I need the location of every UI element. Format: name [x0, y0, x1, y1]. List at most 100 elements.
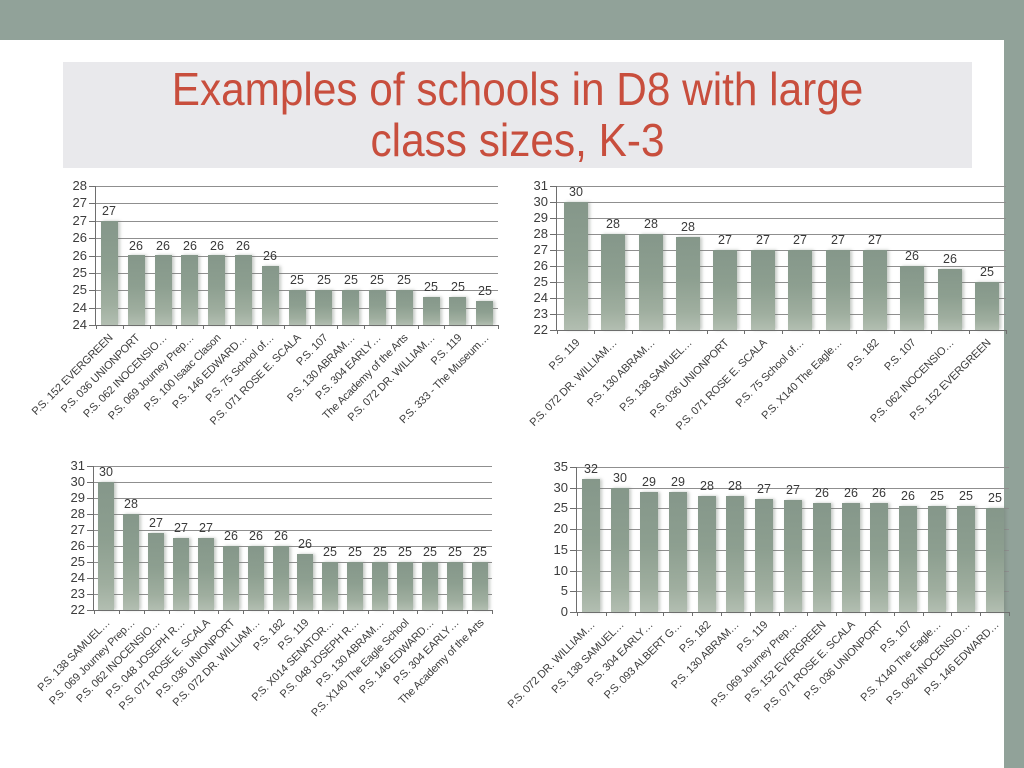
x-axis-tick	[144, 610, 145, 614]
x-axis-tick	[418, 325, 419, 329]
bar	[639, 234, 663, 330]
bar-value-label: 25	[424, 280, 438, 294]
x-axis-tick	[635, 612, 636, 616]
bar-value-label: 26	[274, 529, 288, 543]
y-axis-tick	[550, 202, 557, 203]
bar-value-label: 30	[99, 465, 113, 479]
y-axis-tick-label: 29	[70, 490, 85, 505]
x-axis-tick	[836, 612, 837, 616]
bar-value-label: 25	[959, 489, 973, 503]
bar	[198, 538, 214, 610]
bar	[472, 562, 488, 610]
bar	[372, 562, 388, 610]
x-axis-tick	[894, 612, 895, 616]
y-axis-tick-label: 20	[553, 521, 568, 536]
bar	[813, 503, 831, 612]
y-axis-tick	[89, 203, 96, 204]
gridline	[557, 218, 1006, 219]
y-axis-tick	[87, 466, 94, 467]
bar	[123, 514, 139, 610]
y-axis-tick-label: 25	[533, 274, 548, 289]
bar-value-label: 26	[210, 239, 224, 253]
x-axis-tick	[663, 612, 664, 616]
y-axis-tick	[89, 273, 96, 274]
bar-value-label: 27	[831, 233, 845, 247]
bar-value-label: 28	[606, 217, 620, 231]
gridline	[557, 202, 1006, 203]
x-axis-label: P.S. 138 SAMUEL…	[617, 337, 695, 414]
x-axis-tick	[856, 330, 857, 334]
x-axis-label: P.S. 182	[845, 337, 882, 374]
gridline	[557, 186, 1006, 187]
y-axis-tick	[89, 325, 96, 326]
bar	[223, 546, 239, 610]
bar-value-label: 25	[988, 491, 1002, 505]
x-axis-tick	[632, 330, 633, 334]
bar	[698, 496, 716, 612]
x-axis-tick	[594, 330, 595, 334]
x-axis-tick	[293, 610, 294, 614]
y-axis-tick	[87, 562, 94, 563]
chart-top-left: 28 27 27 26 26 25 25 24 24 27 P.S. 152 EVERGREEN 26…	[30, 178, 499, 428]
bar-value-label: 25	[398, 545, 412, 559]
x-axis-tick	[894, 330, 895, 334]
bar	[155, 255, 172, 325]
bar-value-label: 26	[298, 537, 312, 551]
bar-value-label: 27	[868, 233, 882, 247]
bar	[476, 301, 493, 325]
x-axis-tick	[1006, 330, 1007, 334]
bar	[347, 562, 363, 610]
y-axis-tick-label: 24	[72, 300, 87, 315]
x-axis-tick	[393, 610, 394, 614]
x-axis-tick	[284, 325, 285, 329]
bar-value-label: 27	[793, 233, 807, 247]
y-axis-tick-label: 24	[70, 570, 85, 585]
x-axis-tick	[444, 325, 445, 329]
y-axis-tick-label: 30	[70, 474, 85, 489]
x-axis-tick	[417, 610, 418, 614]
gridline	[94, 546, 492, 547]
y-axis-tick	[89, 256, 96, 257]
chart-bottom-right: 35 30 25 20 15 10 5 0 32 P.S. 072 DR. WILLIAM… 30 P…	[506, 459, 1010, 715]
x-axis-tick	[94, 610, 95, 614]
y-axis-tick	[570, 508, 577, 509]
bar	[870, 503, 888, 612]
bar	[181, 255, 198, 325]
x-axis-tick	[606, 612, 607, 616]
bar-value-label: 25	[478, 284, 492, 298]
x-axis-tick	[951, 612, 952, 616]
y-axis-tick	[87, 514, 94, 515]
bar	[235, 255, 252, 325]
bar	[98, 482, 114, 610]
bar-value-label: 27	[102, 204, 116, 218]
x-axis-tick	[969, 330, 970, 334]
y-axis-tick-label: 27	[72, 213, 87, 228]
bar-value-label: 28	[124, 497, 138, 511]
y-axis-tick-label: 29	[533, 210, 548, 225]
gridline	[96, 203, 498, 204]
bar-value-label: 25	[317, 273, 331, 287]
title-line-2: class sizes, K-3	[370, 114, 665, 166]
x-axis-tick	[368, 610, 369, 614]
y-axis-tick-label: 28	[72, 178, 87, 193]
y-axis-tick-label: 24	[533, 290, 548, 305]
y-axis-tick-label: 28	[70, 506, 85, 521]
y-axis-tick	[570, 467, 577, 468]
bar-value-label: 25	[980, 265, 994, 279]
y-axis-tick	[87, 578, 94, 579]
bar-value-label: 27	[718, 233, 732, 247]
gridline	[557, 314, 1006, 315]
x-axis-tick	[819, 330, 820, 334]
bar-value-label: 27	[756, 233, 770, 247]
gridline	[94, 578, 492, 579]
gridline	[577, 467, 1009, 468]
slide-right-band	[1004, 0, 1024, 768]
x-axis-tick	[243, 610, 244, 614]
bar	[755, 499, 773, 612]
y-axis-tick-label: 27	[533, 242, 548, 257]
bar-value-label: 29	[671, 475, 685, 489]
bar	[640, 492, 658, 612]
bar	[262, 266, 279, 325]
y-axis-tick	[550, 218, 557, 219]
